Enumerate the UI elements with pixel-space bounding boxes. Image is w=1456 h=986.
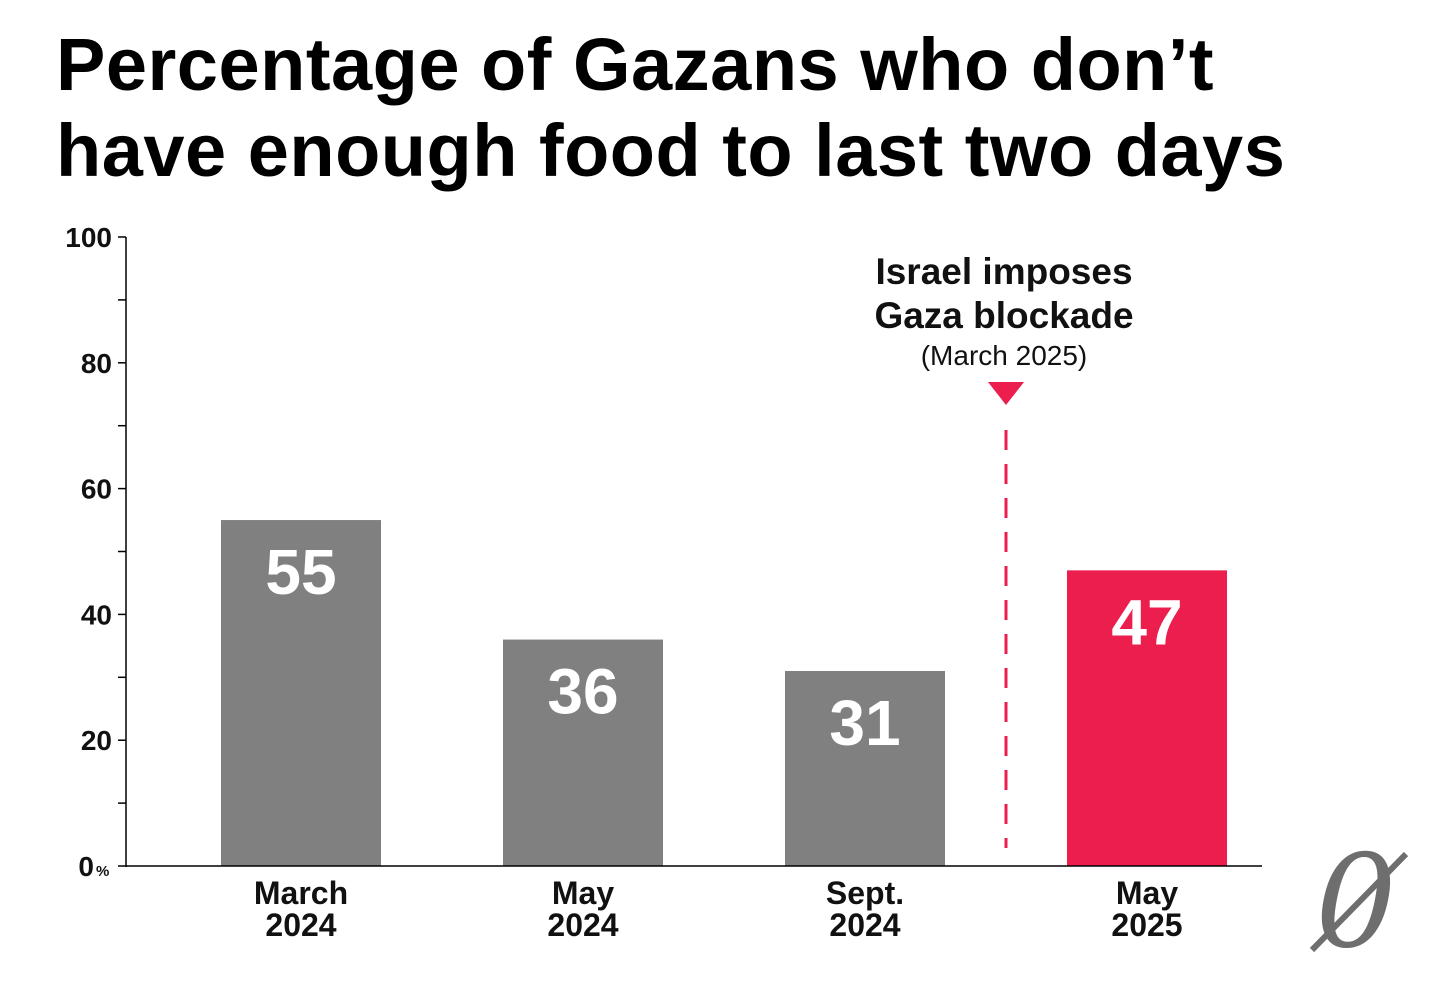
x-category-label: 2024 (829, 907, 900, 943)
bar (503, 639, 663, 866)
zero-slash-logo-icon: 0 (1309, 842, 1408, 957)
y-tick-label: 60 (81, 474, 112, 505)
bar-value-label: 36 (547, 656, 618, 728)
y-tick-label: 0 (78, 851, 94, 882)
bar (785, 671, 945, 866)
x-category-label: May (1116, 875, 1178, 911)
bar (221, 520, 381, 866)
bar-value-label: 55 (265, 536, 336, 608)
annotation-line-1: Israel imposes (875, 251, 1132, 292)
bar-value-label: 47 (1111, 586, 1182, 658)
annotation-line-2: Gaza blockade (874, 295, 1133, 336)
y-tick-label: 40 (81, 599, 112, 630)
x-category-label: 2025 (1111, 907, 1182, 943)
y-unit-label: % (96, 863, 109, 880)
svg-text:0: 0 (1315, 842, 1396, 957)
bar (1067, 570, 1227, 866)
chart-title-line-2: have enough food to last two days (56, 109, 1286, 192)
x-category-label: Sept. (826, 875, 904, 911)
y-tick-label: 20 (81, 725, 112, 756)
x-category-label: 2024 (547, 907, 618, 943)
x-category-label: May (552, 875, 614, 911)
x-category-label: March (254, 875, 348, 911)
chart-title-line-1: Percentage of Gazans who don’t (56, 23, 1215, 106)
blockade-marker-triangle (988, 382, 1024, 405)
y-tick-label: 100 (65, 222, 112, 253)
chart-title: Percentage of Gazans who don’t have enou… (56, 22, 1416, 194)
y-axis: 0 % 20 40 60 80 100 (65, 222, 127, 882)
y-tick-label: 80 (81, 348, 112, 379)
bars: 55 36 31 47 (221, 520, 1227, 866)
x-category-label: 2024 (265, 907, 336, 943)
bar-value-label: 31 (829, 687, 900, 759)
annotation-sub: (March 2025) (921, 340, 1088, 371)
